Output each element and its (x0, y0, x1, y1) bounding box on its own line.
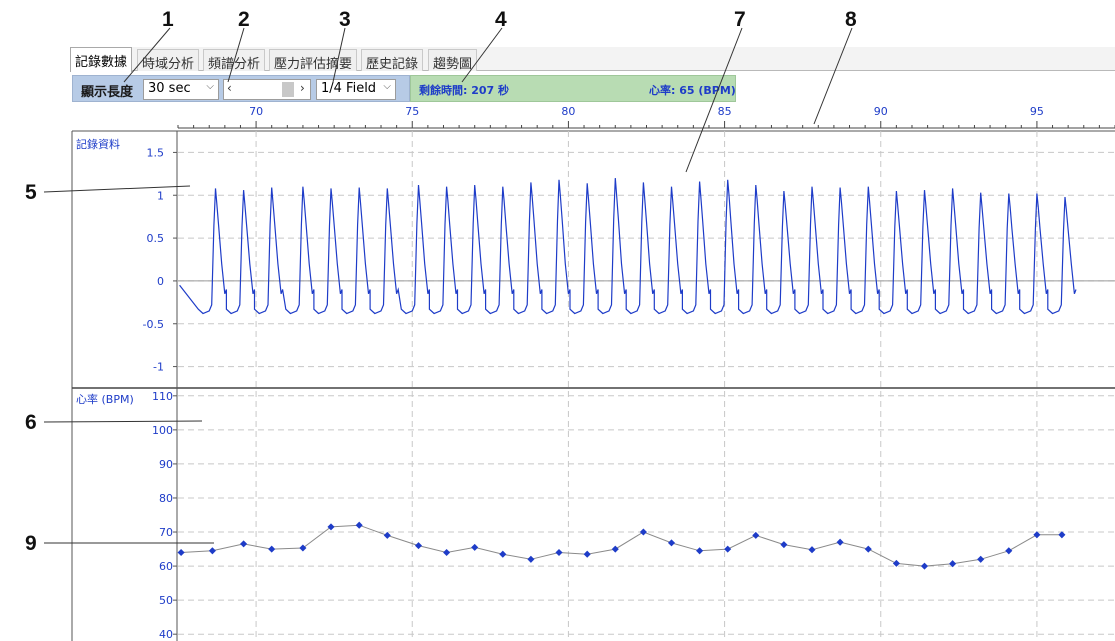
ecg-y-tick-label: 1.5 (147, 146, 165, 159)
hr-point (355, 521, 363, 529)
time-tick-label: 70 (249, 105, 263, 118)
hr-point (471, 543, 479, 551)
ecg-trace (179, 178, 1077, 315)
hr-point (583, 550, 591, 558)
callout-9: 9 (25, 532, 37, 555)
callout-8: 8 (845, 8, 857, 31)
display-length-select[interactable]: 30 sec ⌵ (143, 79, 219, 100)
hr-point (780, 541, 788, 549)
hr-point (892, 559, 900, 567)
ecg-y-tick-label: 1 (157, 189, 164, 202)
hr-y-tick-label: 60 (159, 560, 173, 573)
time-tick-label: 75 (405, 105, 419, 118)
time-tick-label: 95 (1030, 105, 1044, 118)
chevron-down-icon: ⌵ (206, 81, 214, 92)
display-toolbar: 顯示長度 30 sec ⌵ ‹ › 1/4 Field ⌵ (72, 75, 410, 102)
scroll-right-arrow[interactable]: › (300, 81, 305, 95)
ecg-panel-title: 記錄資料 (76, 137, 120, 151)
time-tick-label: 90 (874, 105, 888, 118)
scroll-left-arrow[interactable]: ‹ (227, 81, 232, 95)
hr-point (808, 546, 816, 554)
ecg-y-tick-label: 0.5 (147, 232, 165, 245)
hr-y-tick-label: 100 (152, 424, 173, 437)
hr-point (696, 547, 704, 555)
hr-point (299, 544, 307, 552)
field-select[interactable]: 1/4 Field ⌵ (316, 79, 396, 100)
hr-y-tick-label: 80 (159, 492, 173, 505)
chevron-down-icon: ⌵ (383, 81, 391, 92)
hr-y-tick-label: 40 (159, 628, 173, 641)
tab-record-data[interactable]: 記錄數據 (70, 47, 133, 72)
hr-point (949, 560, 957, 568)
hr-point (977, 555, 985, 563)
scrollbar-thumb[interactable] (282, 82, 294, 97)
time-tick-label: 80 (561, 105, 575, 118)
hr-y-tick-label: 70 (159, 526, 173, 539)
hr-point (724, 545, 732, 553)
hr-point (667, 539, 676, 547)
remaining-time: 剩餘時間: 207 秒 (419, 84, 510, 97)
display-length-label: 顯示長度 (81, 85, 134, 100)
hr-y-tick-label: 90 (159, 458, 173, 471)
callout-4: 4 (495, 8, 507, 31)
field-value: 1/4 Field (321, 81, 377, 96)
hr-y-tick-label: 110 (152, 390, 173, 403)
hr-point (499, 550, 507, 558)
tab-history[interactable]: 歷史記錄 (361, 49, 424, 72)
ecg-y-tick-label: 0 (157, 275, 164, 288)
callout-2: 2 (238, 8, 250, 31)
hr-y-tick-label: 50 (159, 594, 173, 607)
hr-line (181, 524, 1062, 567)
hr-point (383, 531, 391, 539)
hr-point (527, 555, 535, 563)
hr-point (1005, 547, 1013, 555)
hr-point (240, 540, 248, 548)
time-tick-label: 85 (718, 105, 732, 118)
time-scrollbar[interactable]: ‹ › (223, 79, 311, 100)
hr-point (268, 545, 276, 553)
hr-point (327, 523, 335, 531)
hr-point (611, 545, 619, 553)
hr-point (177, 548, 185, 557)
callout-5: 5 (25, 181, 37, 204)
hr-point (836, 538, 844, 546)
hr-point (864, 545, 872, 553)
hr-point (920, 562, 929, 570)
hr-point (555, 548, 563, 557)
display-length-value: 30 sec (148, 81, 191, 96)
callout-3: 3 (339, 8, 351, 31)
hr-point (639, 528, 647, 536)
ecg-y-tick-label: -0.5 (143, 318, 164, 331)
ecg-y-tick-label: -1 (153, 361, 164, 374)
hr-point (443, 548, 451, 557)
hr-panel-title: 心率 (BPM) (76, 392, 134, 406)
hr-point (208, 547, 216, 555)
callout-6: 6 (25, 411, 37, 434)
hr-point (752, 531, 760, 539)
hr-point (414, 542, 423, 550)
callout-1: 1 (162, 8, 174, 31)
callout-7: 7 (734, 8, 746, 31)
